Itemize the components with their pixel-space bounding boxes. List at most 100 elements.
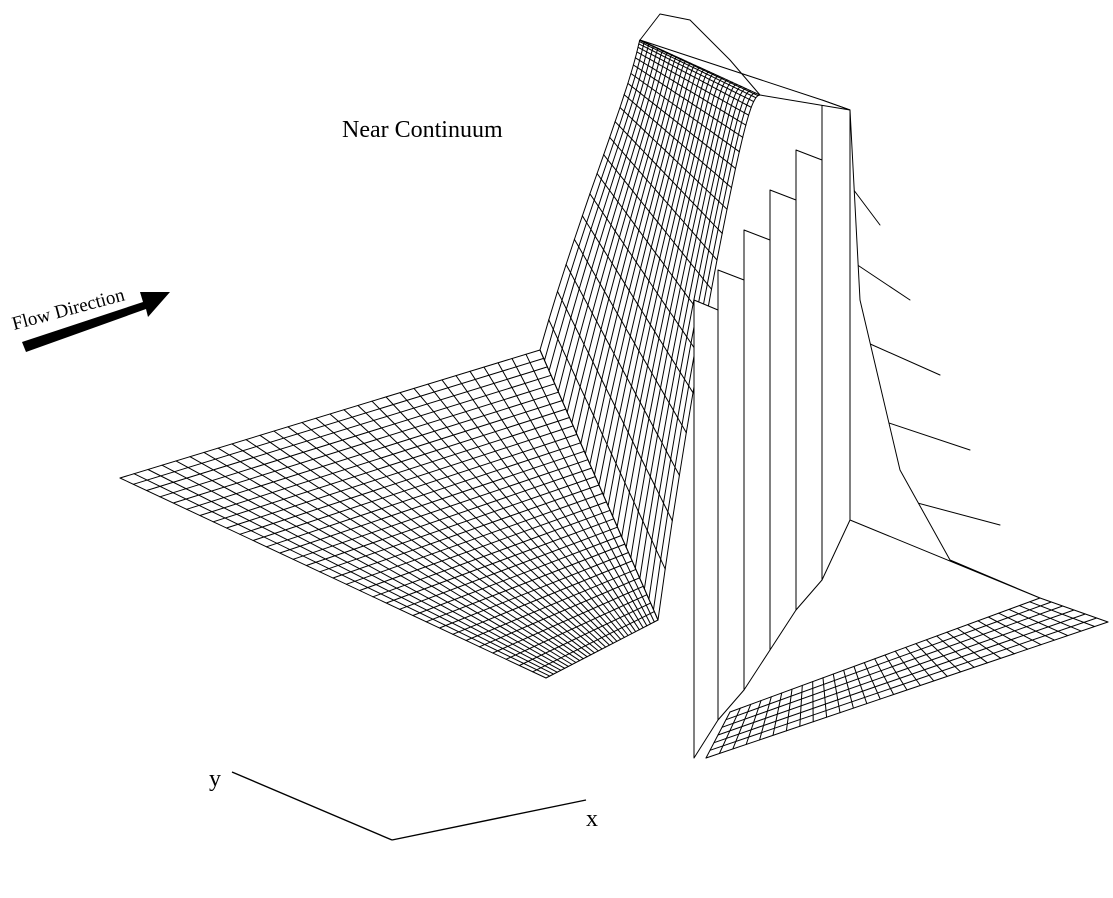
shock-front-meshline [643, 56, 646, 64]
shock-front-meshline [612, 515, 618, 527]
shock-front-meshline [553, 380, 559, 392]
shock-front-meshline [591, 312, 598, 322]
shock-front-meshline [635, 393, 641, 403]
shock-front-meshline [628, 261, 637, 292]
shock-front-meshline [670, 65, 674, 72]
shock-front-meshline [637, 274, 646, 305]
shock-front-meshline [686, 336, 692, 344]
shock-front-meshline [688, 268, 696, 299]
shock-front-meshline [667, 242, 675, 271]
shock-front-meshline [660, 387, 666, 396]
left-plane-gridline [133, 473, 551, 677]
shock-front-meshline [588, 352, 594, 363]
shock-front-meshline [701, 141, 708, 147]
shock-front-meshline [623, 243, 629, 251]
shock-front-meshline [623, 218, 631, 245]
shock-front-meshline [584, 361, 594, 397]
shock-front-meshline [709, 220, 715, 226]
shock-front-meshline [662, 60, 665, 67]
shock-front-meshline [654, 331, 660, 339]
shock-front-meshline [636, 51, 642, 55]
shock-front-meshline [735, 99, 739, 109]
shock-front-meshline [658, 172, 665, 195]
shock-front-meshline [589, 424, 599, 465]
shock-front-meshline [646, 216, 654, 243]
shock-front-meshline [636, 195, 642, 202]
shock-front-meshline [702, 278, 708, 285]
shock-front-meshline [726, 161, 732, 166]
shock-front-meshline [702, 145, 708, 164]
shock-front-meshline [623, 180, 629, 187]
shock-front-meshline [583, 312, 593, 345]
shock-front-meshline [591, 283, 601, 314]
shock-front-meshline [644, 205, 650, 213]
shock-front-meshline [697, 181, 703, 187]
shock-front-meshline [602, 212, 608, 220]
shock-front-meshline [635, 79, 640, 91]
shock-front-meshline [689, 151, 695, 156]
shock-front-meshline [589, 193, 595, 201]
shock-front-meshline [726, 87, 732, 91]
shock-front-meshline [575, 376, 581, 388]
shock-front-meshline [632, 89, 637, 103]
shock-front-meshline [650, 53, 656, 57]
shock-front-meshline [657, 221, 663, 228]
shock-front-meshline [647, 331, 656, 367]
shock-front-meshline [648, 119, 654, 136]
shock-front-meshline [643, 134, 650, 153]
shock-front-meshline [726, 128, 731, 144]
shock-front-meshline [677, 122, 683, 127]
shock-front-meshline [581, 215, 588, 224]
shock-front-meshline [582, 228, 592, 255]
shock-front-meshline [678, 63, 684, 67]
shock-front-meshline [648, 598, 654, 611]
shock-front-meshline [634, 342, 640, 352]
shock-front-meshline [668, 365, 677, 404]
shock-front-meshline [631, 229, 640, 257]
shock-front-meshline [695, 235, 701, 242]
shock-front-meshline [696, 96, 700, 108]
shock-front-meshline [641, 280, 650, 312]
shock-front-meshline [655, 502, 664, 551]
shock-front-meshline [624, 482, 630, 493]
shock-front-meshline [627, 134, 633, 140]
shock-front-meshline [584, 453, 591, 465]
shock-front-meshline [610, 201, 619, 226]
shock-front-meshline [681, 144, 687, 149]
shock-front-meshline [648, 188, 656, 213]
shock-front-meshline [634, 165, 640, 171]
shock-front-meshline [643, 588, 650, 600]
shock-front-meshline [685, 67, 688, 74]
shock-front-meshline [615, 463, 621, 474]
shock-front-meshline [746, 98, 750, 106]
shock-front-meshline [726, 164, 732, 185]
shock-front-meshline [606, 218, 612, 226]
shock-front-meshline [629, 303, 639, 337]
shock-front-meshline [594, 434, 603, 476]
shock-front-meshline [613, 320, 623, 355]
shock-front-meshline [639, 147, 645, 153]
shock-front-meshline [643, 539, 653, 590]
shock-front-meshline [707, 92, 711, 103]
shock-front-meshline [694, 76, 700, 81]
shock-front-meshline [673, 157, 679, 163]
shock-front-meshline [739, 94, 746, 98]
shock-front-meshline [655, 549, 662, 560]
shock-front-meshline [679, 85, 683, 97]
shock-front-meshline [631, 350, 640, 387]
shock-front-meshline [662, 177, 670, 200]
flow-direction-arrow-icon [22, 292, 170, 352]
shock-front-meshline [687, 202, 694, 228]
shock-front-meshline [681, 165, 687, 171]
shock-front-meshline [604, 164, 613, 186]
shock-front-meshline [704, 245, 710, 252]
shock-front-meshline [557, 264, 567, 292]
shock-front-meshline [629, 335, 636, 344]
shock-front-meshline [561, 317, 572, 350]
shock-front-meshline [636, 409, 645, 451]
shock-front-meshline [705, 127, 711, 132]
shock-front-meshline [662, 198, 668, 204]
shock-front-meshline [639, 130, 646, 148]
shock-front-meshline [741, 86, 747, 90]
shock-front-meshline [728, 90, 732, 97]
